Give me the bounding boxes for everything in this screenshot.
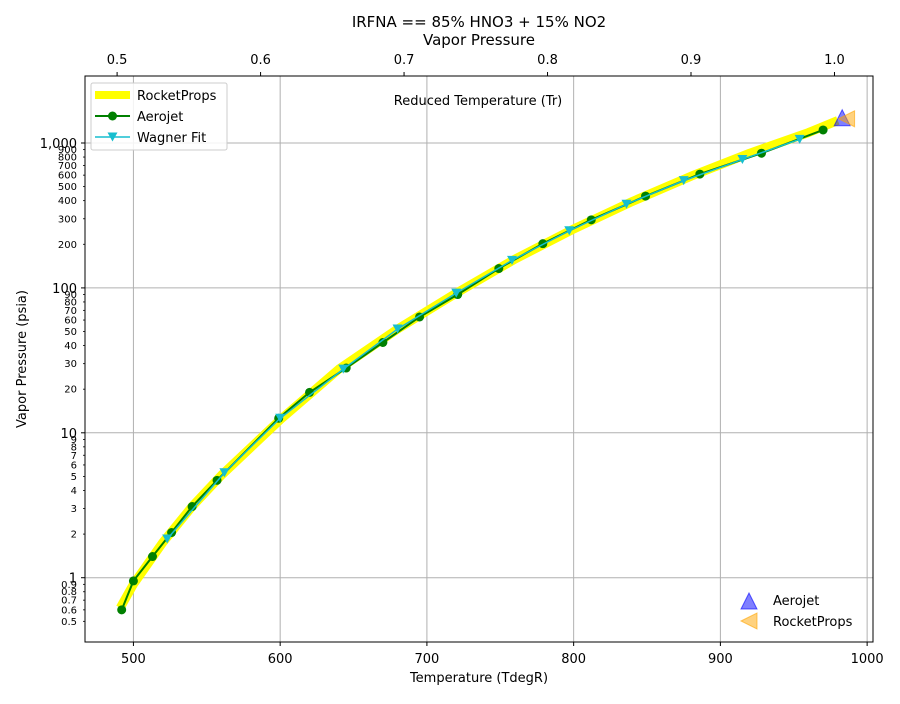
y-minor-tick-label: 2 (71, 530, 77, 541)
x2-tick-label: 0.5 (107, 53, 128, 68)
aerojet-data-point (305, 387, 315, 397)
legend-swatch-aerojet-marker (108, 111, 117, 121)
series-layer (116, 108, 856, 615)
wagner-fit-data-point (392, 324, 403, 334)
axes-frame (84, 75, 874, 643)
legend-label-wagner-fit: Wagner Fit (137, 131, 206, 146)
wagner-fit-data-point (451, 288, 462, 298)
x2-tick-label: 1.0 (824, 53, 845, 68)
y-minor-tick-label: 6 (71, 460, 77, 471)
legend-label-aerojet: Aerojet (137, 110, 183, 125)
wagner-fit-data-point (219, 468, 230, 478)
y-minor-tick-label: 0.7 (61, 596, 77, 607)
y-minor-tick-label: 30 (64, 359, 77, 370)
wagner-fit-data-point (338, 364, 349, 374)
y-minor-tick-label: 90 (64, 290, 77, 301)
y-major-tick-label: 1,000 (40, 137, 77, 152)
aerojet-data-point (378, 337, 388, 347)
chart-title-line2: Vapor Pressure (423, 31, 535, 49)
y-minor-tick-label: 40 (64, 341, 77, 352)
grid-layer (85, 76, 873, 642)
legend-label-rocketprops-critical: RocketProps (773, 615, 853, 630)
wagner-fit-data-point (507, 255, 518, 265)
chart-title-line1: IRFNA == 85% HNO3 + 15% NO2 (352, 13, 606, 31)
legend-upper: RocketProps Aerojet Wagner Fit (90, 82, 228, 151)
wagner-fit-data-point (621, 199, 632, 209)
legend-lower: Aerojet RocketProps (739, 591, 853, 630)
x-tick-label: 700 (414, 652, 439, 667)
y-minor-tick-label: 0.5 (61, 617, 77, 628)
x-axis-label: Temperature (TdegR) (409, 671, 548, 686)
y-minor-tick-label: 60 (64, 316, 77, 327)
wagner-fit-data-point (564, 226, 575, 236)
legend-upper-box (90, 82, 228, 151)
wagner-fit-data-point (794, 134, 805, 144)
y-minor-tick-label: 500 (58, 182, 77, 193)
y-minor-tick-label: 70 (64, 306, 77, 317)
y-minor-tick-label: 4 (71, 486, 77, 497)
aerojet-data-point (187, 502, 197, 512)
x2-tick-label: 0.9 (681, 53, 702, 68)
rocketprops-critical-point (837, 109, 856, 128)
y-minor-tick-label: 3 (71, 504, 77, 515)
y-minor-tick-label: 300 (58, 214, 77, 225)
legend-swatch-wagner-marker (107, 132, 118, 142)
x2-tick-label: 0.6 (250, 53, 271, 68)
aerojet-data-point (818, 125, 828, 135)
y-minor-tick-label: 80 (64, 297, 77, 308)
legend-label-rocketprops: RocketProps (137, 89, 217, 104)
y-minor-tick-label: 800 (58, 153, 77, 164)
x-tick-label: 600 (268, 652, 293, 667)
x-tick-label: 500 (121, 652, 146, 667)
y-minor-tick-label: 900 (58, 145, 77, 156)
wagner-fit-data-point (275, 413, 286, 423)
aerojet-data-point (128, 576, 138, 586)
y-minor-tick-label: 8 (71, 442, 77, 453)
x2-tick-label: 0.8 (537, 53, 558, 68)
y-minor-tick-label: 7 (71, 451, 77, 462)
wagner-fit-data-point (162, 534, 173, 544)
y-minor-tick-label: 50 (64, 327, 77, 338)
y-minor-tick-label: 20 (64, 385, 77, 396)
legend-swatch-rocketprops-critical-marker (739, 612, 758, 630)
y-major-tick-label: 10 (60, 427, 77, 442)
y-minor-tick-label: 600 (58, 171, 77, 182)
x-tick-label: 800 (561, 652, 586, 667)
legend-label-aerojet-critical: Aerojet (773, 594, 819, 609)
y-major-tick-label: 1 (69, 572, 77, 587)
y-minor-tick-label: 5 (71, 472, 77, 483)
legend-swatch-aerojet-critical-marker (740, 591, 758, 610)
y-minor-tick-label: 0.6 (61, 605, 77, 616)
y-minor-tick-label: 9 (71, 435, 77, 446)
x-tick-label: 900 (708, 652, 733, 667)
y-minor-tick-label: 200 (58, 240, 77, 251)
x2-tick-label: 0.7 (394, 53, 415, 68)
y-minor-tick-label: 0.9 (61, 580, 77, 591)
y-minor-tick-label: 700 (58, 161, 77, 172)
secondary-x-axis-label: Reduced Temperature (Tr) (394, 94, 562, 109)
y-axis-label: Vapor Pressure (psia) (15, 290, 30, 428)
wagner-fit-data-point (737, 154, 748, 164)
aerojet-data-point (117, 605, 127, 615)
aerojet-data-point (148, 552, 158, 562)
y-minor-tick-label: 400 (58, 196, 77, 207)
wagner-fit-line (166, 138, 800, 540)
y-minor-tick-label: 0.8 (61, 587, 77, 598)
x-tick-label: 1000 (851, 652, 884, 667)
wagner-fit-data-point (678, 176, 689, 186)
y-major-tick-label: 100 (52, 282, 77, 297)
